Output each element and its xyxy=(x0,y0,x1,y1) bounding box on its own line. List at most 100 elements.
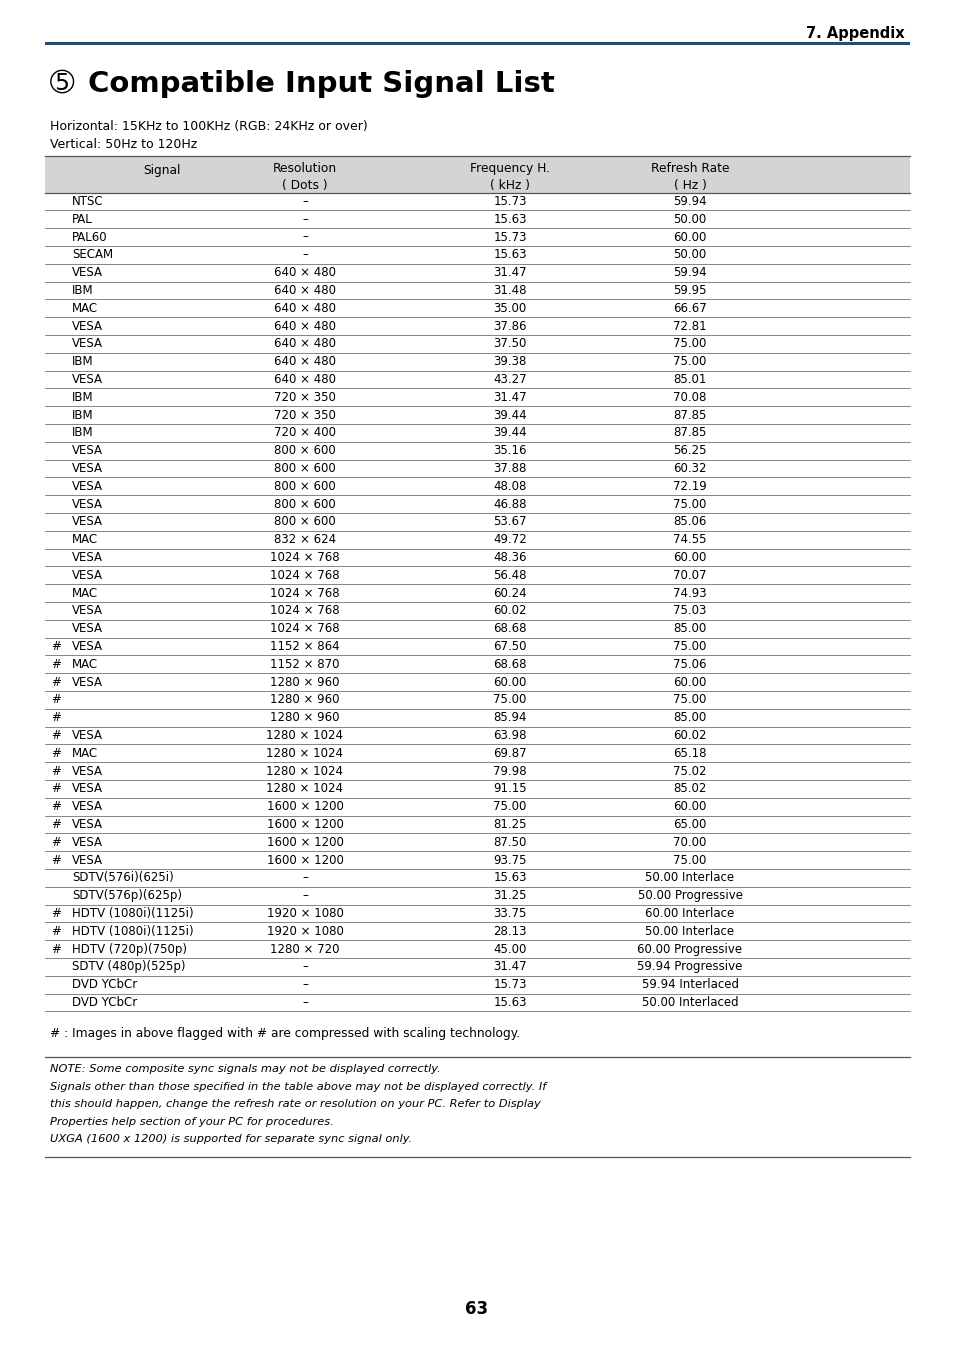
Text: HDTV (720p)(750p): HDTV (720p)(750p) xyxy=(71,942,187,956)
Text: #: # xyxy=(51,640,61,652)
Bar xyxy=(45,156,909,193)
Text: 91.15: 91.15 xyxy=(493,782,526,795)
Text: NTSC: NTSC xyxy=(71,195,104,208)
Text: 60.00: 60.00 xyxy=(673,231,706,244)
Text: 53.67: 53.67 xyxy=(493,515,526,528)
Text: 15.73: 15.73 xyxy=(493,979,526,991)
Text: 48.36: 48.36 xyxy=(493,551,526,563)
Text: 720 × 350: 720 × 350 xyxy=(274,391,335,403)
Text: 56.25: 56.25 xyxy=(673,443,706,457)
Text: 1280 × 1024: 1280 × 1024 xyxy=(266,764,343,778)
Text: 720 × 350: 720 × 350 xyxy=(274,408,335,422)
Text: 28.13: 28.13 xyxy=(493,925,526,938)
Text: HDTV (1080i)(1125i): HDTV (1080i)(1125i) xyxy=(71,925,193,938)
Text: VESA: VESA xyxy=(71,443,103,457)
Text: UXGA (1600 x 1200) is supported for separate sync signal only.: UXGA (1600 x 1200) is supported for sepa… xyxy=(50,1134,412,1144)
Text: VESA: VESA xyxy=(71,569,103,582)
Text: SDTV(576i)(625i): SDTV(576i)(625i) xyxy=(71,871,173,884)
Text: VESA: VESA xyxy=(71,497,103,511)
Text: 74.93: 74.93 xyxy=(673,586,706,600)
Text: 800 × 600: 800 × 600 xyxy=(274,480,335,493)
Text: 74.55: 74.55 xyxy=(673,532,706,546)
Text: 15.73: 15.73 xyxy=(493,195,526,208)
Text: Signals other than those specified in the table above may not be displayed corre: Signals other than those specified in th… xyxy=(50,1082,546,1092)
Text: VESA: VESA xyxy=(71,480,103,493)
Text: 75.03: 75.03 xyxy=(673,604,706,617)
Text: 1920 × 1080: 1920 × 1080 xyxy=(266,907,343,919)
Text: 60.00 Progressive: 60.00 Progressive xyxy=(637,942,741,956)
Text: 1024 × 768: 1024 × 768 xyxy=(270,569,339,582)
Text: 720 × 400: 720 × 400 xyxy=(274,426,335,439)
Text: 65.00: 65.00 xyxy=(673,818,706,830)
Text: IBM: IBM xyxy=(71,426,93,439)
Text: 60.00 Interlace: 60.00 Interlace xyxy=(644,907,734,919)
Text: 72.81: 72.81 xyxy=(673,319,706,333)
Text: DVD YCbCr: DVD YCbCr xyxy=(71,979,137,991)
Text: 31.48: 31.48 xyxy=(493,284,526,297)
Text: #: # xyxy=(51,818,61,830)
Text: 1600 × 1200: 1600 × 1200 xyxy=(266,836,343,849)
Text: 59.94: 59.94 xyxy=(673,195,706,208)
Text: 48.08: 48.08 xyxy=(493,480,526,493)
Text: VESA: VESA xyxy=(71,853,103,867)
Text: 7. Appendix: 7. Appendix xyxy=(805,26,904,40)
Text: 59.94 Progressive: 59.94 Progressive xyxy=(637,960,741,973)
Text: IBM: IBM xyxy=(71,408,93,422)
Text: 1280 × 960: 1280 × 960 xyxy=(270,693,339,706)
Text: 85.02: 85.02 xyxy=(673,782,706,795)
Text: 75.00: 75.00 xyxy=(493,801,526,813)
Text: #: # xyxy=(51,675,61,689)
Text: –: – xyxy=(302,195,308,208)
Text: 832 × 624: 832 × 624 xyxy=(274,532,335,546)
Text: –: – xyxy=(302,979,308,991)
Text: 37.50: 37.50 xyxy=(493,337,526,350)
Text: MAC: MAC xyxy=(71,302,98,314)
Text: 1024 × 768: 1024 × 768 xyxy=(270,604,339,617)
Text: Horizontal: 15KHz to 100KHz (RGB: 24KHz or over): Horizontal: 15KHz to 100KHz (RGB: 24KHz … xyxy=(50,120,367,133)
Text: #: # xyxy=(51,712,61,724)
Text: #: # xyxy=(51,925,61,938)
Text: #: # xyxy=(51,907,61,919)
Text: –: – xyxy=(302,213,308,225)
Text: 66.67: 66.67 xyxy=(673,302,706,314)
Text: 60.00: 60.00 xyxy=(673,551,706,563)
Text: 15.63: 15.63 xyxy=(493,996,526,1008)
Text: MAC: MAC xyxy=(71,532,98,546)
Text: 35.16: 35.16 xyxy=(493,443,526,457)
Text: 65.18: 65.18 xyxy=(673,747,706,760)
Text: ( kHz ): ( kHz ) xyxy=(490,178,530,191)
Text: DVD YCbCr: DVD YCbCr xyxy=(71,996,137,1008)
Text: 50.00 Interlace: 50.00 Interlace xyxy=(645,871,734,884)
Text: VESA: VESA xyxy=(71,801,103,813)
Text: SDTV (480p)(525p): SDTV (480p)(525p) xyxy=(71,960,185,973)
Text: 56.48: 56.48 xyxy=(493,569,526,582)
Text: 800 × 600: 800 × 600 xyxy=(274,462,335,474)
Text: VESA: VESA xyxy=(71,640,103,652)
Text: 1280 × 1024: 1280 × 1024 xyxy=(266,782,343,795)
Text: 640 × 480: 640 × 480 xyxy=(274,373,335,386)
Text: ( Hz ): ( Hz ) xyxy=(673,178,706,191)
Text: 1600 × 1200: 1600 × 1200 xyxy=(266,801,343,813)
Text: 1280 × 1024: 1280 × 1024 xyxy=(266,729,343,741)
Text: PAL60: PAL60 xyxy=(71,231,108,244)
Text: 15.63: 15.63 xyxy=(493,871,526,884)
Text: –: – xyxy=(302,231,308,244)
Text: 1152 × 864: 1152 × 864 xyxy=(270,640,339,652)
Text: 50.00: 50.00 xyxy=(673,248,706,262)
Text: MAC: MAC xyxy=(71,658,98,671)
Text: VESA: VESA xyxy=(71,604,103,617)
Text: VESA: VESA xyxy=(71,373,103,386)
Text: 85.00: 85.00 xyxy=(673,712,706,724)
Text: #: # xyxy=(51,764,61,778)
Text: VESA: VESA xyxy=(71,764,103,778)
Text: PAL: PAL xyxy=(71,213,92,225)
Text: 33.75: 33.75 xyxy=(493,907,526,919)
Text: 50.00 Interlace: 50.00 Interlace xyxy=(645,925,734,938)
Text: HDTV (1080i)(1125i): HDTV (1080i)(1125i) xyxy=(71,907,193,919)
Text: 1280 × 1024: 1280 × 1024 xyxy=(266,747,343,760)
Text: VESA: VESA xyxy=(71,551,103,563)
Text: 81.25: 81.25 xyxy=(493,818,526,830)
Text: 85.94: 85.94 xyxy=(493,712,526,724)
Text: IBM: IBM xyxy=(71,284,93,297)
Text: 640 × 480: 640 × 480 xyxy=(274,302,335,314)
